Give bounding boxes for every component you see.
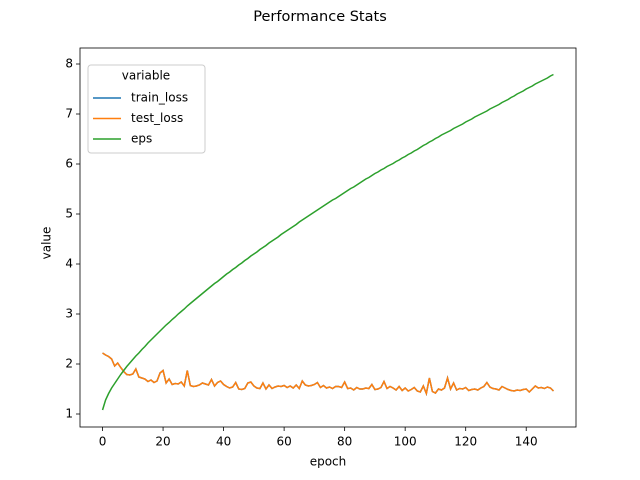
x-tick-label: 120 — [454, 435, 477, 449]
x-tick-label: 100 — [394, 435, 417, 449]
legend-label: eps — [131, 132, 152, 146]
x-tick-label: 80 — [337, 435, 352, 449]
y-tick-label: 3 — [65, 307, 73, 321]
legend-label: train_loss — [131, 91, 188, 105]
x-tick-label: 60 — [276, 435, 291, 449]
x-tick-label: 40 — [216, 435, 231, 449]
x-tick-label: 140 — [515, 435, 538, 449]
chart-title: Performance Stats — [253, 9, 387, 25]
y-axis-label: value — [40, 227, 54, 260]
y-tick-label: 5 — [65, 207, 73, 221]
legend-title: variable — [122, 69, 170, 83]
y-tick-label: 2 — [65, 357, 73, 371]
y-tick-label: 1 — [65, 407, 73, 421]
line — [102, 352, 554, 397]
x-tick-label: 0 — [99, 435, 107, 449]
plot-frame — [79, 47, 577, 428]
y-tick-label: 4 — [65, 257, 73, 271]
legend-box — [87, 64, 206, 154]
line — [101, 73, 554, 411]
legend-label: test_loss — [131, 111, 183, 125]
x-axis-label: epoch — [310, 455, 347, 469]
x-tick-label: 20 — [155, 435, 170, 449]
y-tick-label: 7 — [65, 107, 73, 121]
y-tick-label: 8 — [65, 57, 73, 71]
y-tick-label: 6 — [65, 157, 73, 171]
